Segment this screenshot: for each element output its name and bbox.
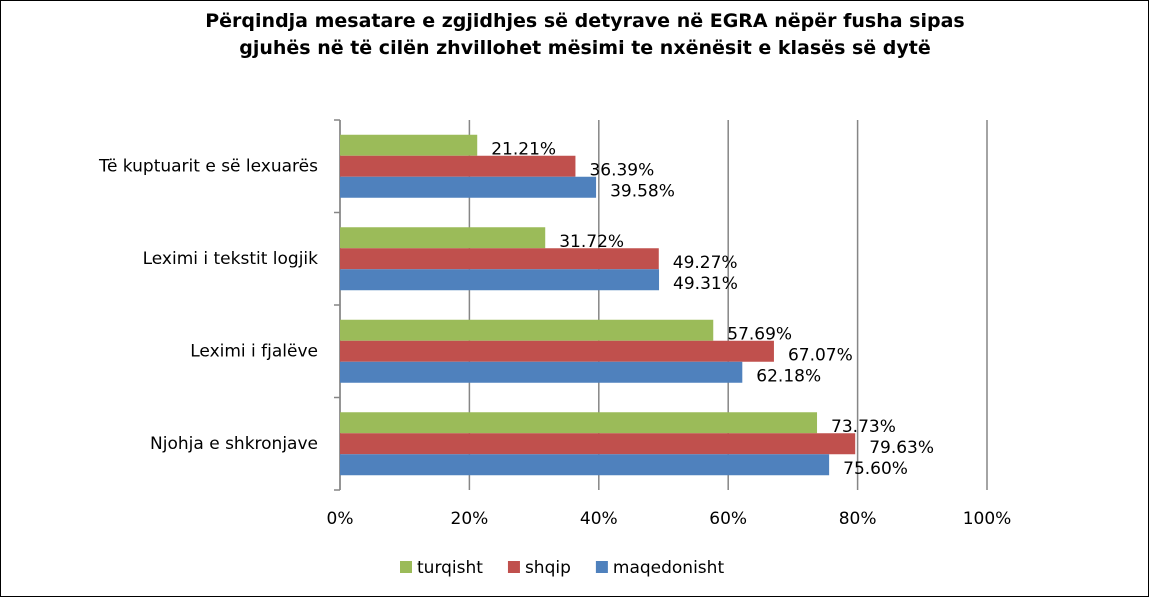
y-tick-label: Të kuptuarit e së lexuarës [98,156,318,176]
legend-swatch [400,561,412,573]
data-label: 21.21% [491,139,556,159]
bar [340,412,818,434]
data-label: 49.31% [673,274,738,294]
legend-label: shqip [525,558,571,578]
bar [340,227,546,249]
y-tick-label: Leximi i tekstit logjik [143,249,319,269]
data-label: 62.18% [756,366,821,386]
data-label: 67.07% [788,345,853,365]
data-label: 39.58% [610,181,675,201]
bar [340,319,714,341]
data-label: 75.60% [843,459,908,479]
data-label: 36.39% [589,160,654,180]
data-label: 79.63% [869,438,934,458]
x-tick-label: 20% [451,509,489,529]
y-tick-label: Njohja e shkronjave [150,434,318,454]
legend-swatch [507,561,520,573]
x-tick-label: 60% [709,509,747,529]
data-label: 73.73% [831,417,896,437]
bar [340,248,659,270]
chart-title: Përqindja mesatare e zgjidhjes së detyra… [205,10,965,59]
x-tick-label: 0% [327,509,354,529]
bar [340,361,743,383]
bar [340,269,660,291]
x-tick-label: 40% [580,509,618,529]
data-label: 57.69% [727,324,792,344]
bar [340,340,774,362]
bar [340,176,597,198]
data-label: 31.72% [559,232,624,252]
x-tick-label: 80% [839,509,877,529]
y-tick-label: Leximi i fjalëve [190,341,318,361]
legend-label: maqedonisht [613,558,725,578]
bar [340,155,576,177]
x-tick-label: 100% [963,509,1012,529]
bar [340,433,856,455]
legend-swatch [595,561,608,573]
bar [340,134,478,156]
legend-label: turqisht [417,558,483,578]
bar [340,454,830,476]
data-label: 49.27% [673,253,738,273]
